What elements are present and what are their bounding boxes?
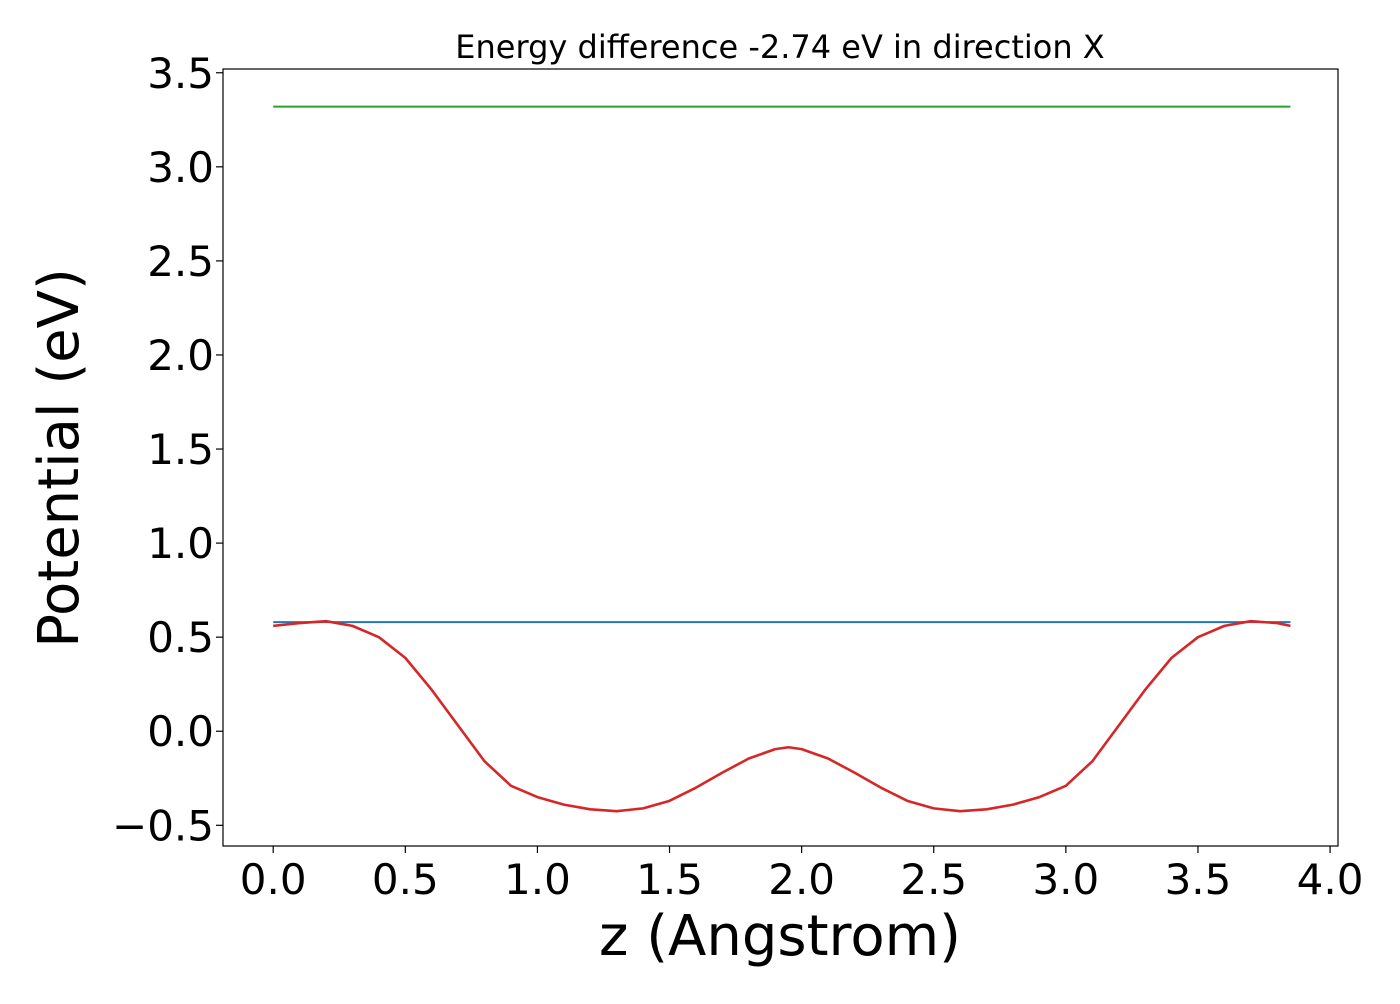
series-layer: [273, 105, 1291, 813]
x-tick-label: 1.0: [504, 855, 571, 904]
x-axis-label: z (Angstrom): [599, 904, 961, 969]
ticks-layer: 0.0 0.5 1.0 1.5 2.0 2.5 3.0 3.5 4.0 −0.5 0.0 0.5 1.0…: [112, 49, 1363, 904]
chart-title: Energy difference -2.74 eV in direction …: [455, 28, 1104, 66]
y-tick-label: 0.5: [147, 613, 214, 662]
x-tick-label: 1.5: [636, 855, 703, 904]
plot-area: [222, 68, 1339, 847]
x-tick-label: 3.0: [1032, 855, 1099, 904]
x-tick-label: 2.0: [768, 855, 835, 904]
x-tick-label: 3.5: [1165, 855, 1232, 904]
y-tick-label: 2.5: [147, 237, 214, 286]
y-tick-label: 0.0: [147, 707, 214, 756]
y-axis-label: Potential (eV): [27, 268, 92, 648]
x-tick-label: 4.0: [1297, 855, 1364, 904]
y-tick-label: 1.0: [147, 519, 214, 568]
y-tick-label: 1.5: [147, 425, 214, 474]
x-tick-label: 0.5: [372, 855, 439, 904]
x-tick-label: 0.0: [240, 855, 307, 904]
y-tick-label: 3.5: [147, 49, 214, 98]
y-tick-label: −0.5: [112, 801, 214, 850]
series-line-3: [273, 619, 1291, 813]
x-tick-label: 2.5: [900, 855, 967, 904]
y-tick-label: 2.0: [147, 331, 214, 380]
plot-frame: [222, 68, 1339, 847]
y-tick-label: 3.0: [147, 143, 214, 192]
